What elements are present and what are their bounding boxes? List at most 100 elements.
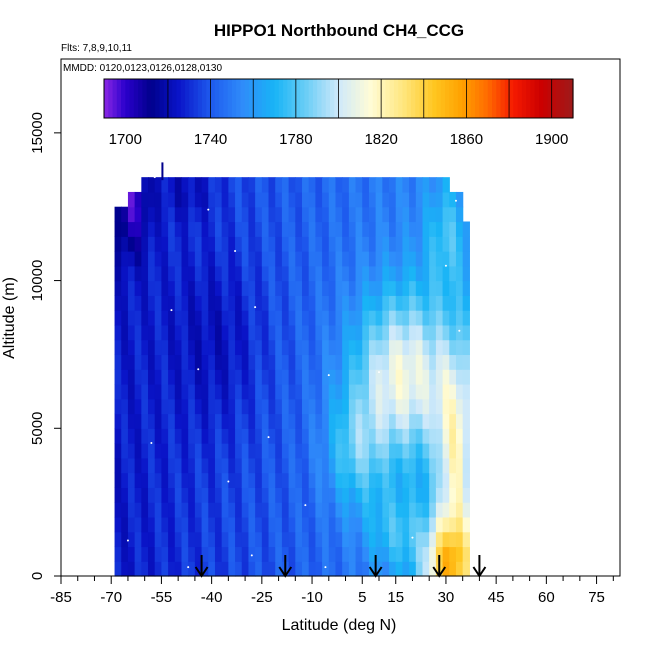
- heatmap-cell: [168, 561, 176, 577]
- heatmap-cell: [335, 487, 343, 503]
- heatmap-cell: [127, 265, 136, 282]
- heatmap-cell: [194, 531, 203, 548]
- colorbar-segment: [393, 79, 399, 118]
- heatmap-cell: [422, 531, 430, 548]
- heatmap-cell: [154, 221, 163, 237]
- heatmap-cell: [302, 383, 310, 400]
- colorbar-segment: [193, 79, 199, 118]
- heatmap-cell: [415, 251, 424, 267]
- colorbar-segment: [317, 79, 323, 118]
- heatmap-cell: [208, 236, 216, 252]
- heatmap-cell: [302, 236, 310, 252]
- heatmap-cell: [375, 546, 383, 562]
- heatmap-cell: [395, 191, 404, 208]
- heatmap-cell: [221, 472, 229, 488]
- heatmap-cell: [214, 310, 223, 326]
- heatmap-cell: [121, 354, 129, 370]
- dates-label: MMDD: 0120,0123,0126,0128,0130: [63, 63, 222, 74]
- heatmap-cell: [288, 280, 296, 296]
- heatmap-cell: [422, 280, 430, 296]
- heatmap-cell: [322, 324, 330, 341]
- heatmap-cell: [322, 354, 330, 370]
- heatmap-cell: [228, 383, 236, 400]
- heatmap-cell: [154, 428, 163, 444]
- heatmap-cell: [449, 487, 457, 503]
- heatmap-cell: [389, 383, 397, 400]
- heatmap-cell: [375, 280, 383, 296]
- heatmap-cell: [435, 413, 444, 429]
- heatmap-cell: [127, 295, 136, 311]
- heatmap-cell: [342, 236, 350, 252]
- heatmap-cell: [114, 561, 122, 577]
- heatmap-cell: [362, 443, 370, 459]
- heatmap-cell: [335, 443, 343, 459]
- heatmap-cell: [308, 221, 316, 237]
- heatmap-cell: [342, 191, 350, 208]
- heatmap-cell: [295, 324, 303, 341]
- heatmap-cell: [442, 398, 450, 415]
- heatmap-cell: [455, 413, 464, 429]
- heatmap-cell: [322, 472, 330, 488]
- heatmap-cell: [228, 354, 236, 370]
- heatmap-cell: [134, 280, 142, 296]
- heatmap-cell: [295, 177, 303, 193]
- heatmap-cell: [442, 236, 450, 252]
- heatmap-cell: [121, 516, 129, 533]
- colorbar-segment: [432, 79, 438, 118]
- heatmap-cell: [201, 339, 209, 356]
- heatmap-cell: [281, 428, 290, 444]
- heatmap-cell: [154, 324, 163, 341]
- heatmap-cell: [261, 177, 270, 193]
- heatmap-cell: [148, 531, 156, 548]
- x-tick-label: 30: [438, 589, 455, 606]
- heatmap-cell: [121, 561, 129, 577]
- heatmap-cell: [248, 561, 256, 577]
- heatmap-cell: [174, 398, 183, 415]
- heatmap-cell: [161, 324, 169, 341]
- heatmap-cell: [302, 516, 310, 533]
- heatmap-cell: [181, 339, 189, 356]
- heatmap-cell: [194, 310, 203, 326]
- heatmap-cell: [248, 354, 256, 370]
- colorbar-segment: [376, 79, 382, 118]
- heatmap-cell: [455, 561, 464, 577]
- heatmap-cell: [342, 487, 350, 503]
- heatmap-cell: [141, 516, 149, 533]
- heatmap-cell: [288, 487, 296, 503]
- heatmap-cell: [375, 443, 383, 459]
- heatmap-cell: [415, 383, 424, 400]
- heatmap-cell: [402, 561, 410, 577]
- heatmap-cell: [315, 457, 323, 474]
- heatmap-cell: [442, 369, 450, 385]
- heatmap-cell: [235, 561, 243, 577]
- heatmap-cell: [174, 236, 183, 252]
- heatmap-cell: [389, 280, 397, 296]
- heatmap-cell: [308, 487, 316, 503]
- heatmap-cell: [134, 413, 142, 429]
- colorbar-segment: [496, 79, 502, 118]
- heatmap-cell: [161, 546, 169, 562]
- heatmap-cell: [214, 324, 223, 341]
- heatmap-cell: [208, 280, 216, 296]
- heatmap-cell: [362, 251, 370, 267]
- heatmap-cell: [395, 369, 404, 385]
- heatmap-cell: [368, 413, 377, 429]
- heatmap-cell: [121, 221, 129, 237]
- heatmap-cell: [194, 354, 203, 370]
- sample-point: [327, 374, 330, 377]
- heatmap-cell: [295, 531, 303, 548]
- colorbar-segment: [295, 79, 301, 118]
- heatmap-cell: [275, 457, 283, 474]
- heatmap-cell: [208, 324, 216, 341]
- heatmap-cell: [214, 339, 223, 356]
- heatmap-cell: [429, 339, 437, 356]
- heatmap-cell: [275, 531, 283, 548]
- heatmap-cell: [181, 251, 189, 267]
- heatmap-cell: [114, 487, 122, 503]
- heatmap-cell: [462, 487, 470, 503]
- heatmap-cell: [255, 369, 263, 385]
- heatmap-cell: [248, 502, 256, 518]
- heatmap-cell: [154, 472, 163, 488]
- heatmap-cell: [355, 502, 363, 518]
- heatmap-cell: [455, 221, 464, 237]
